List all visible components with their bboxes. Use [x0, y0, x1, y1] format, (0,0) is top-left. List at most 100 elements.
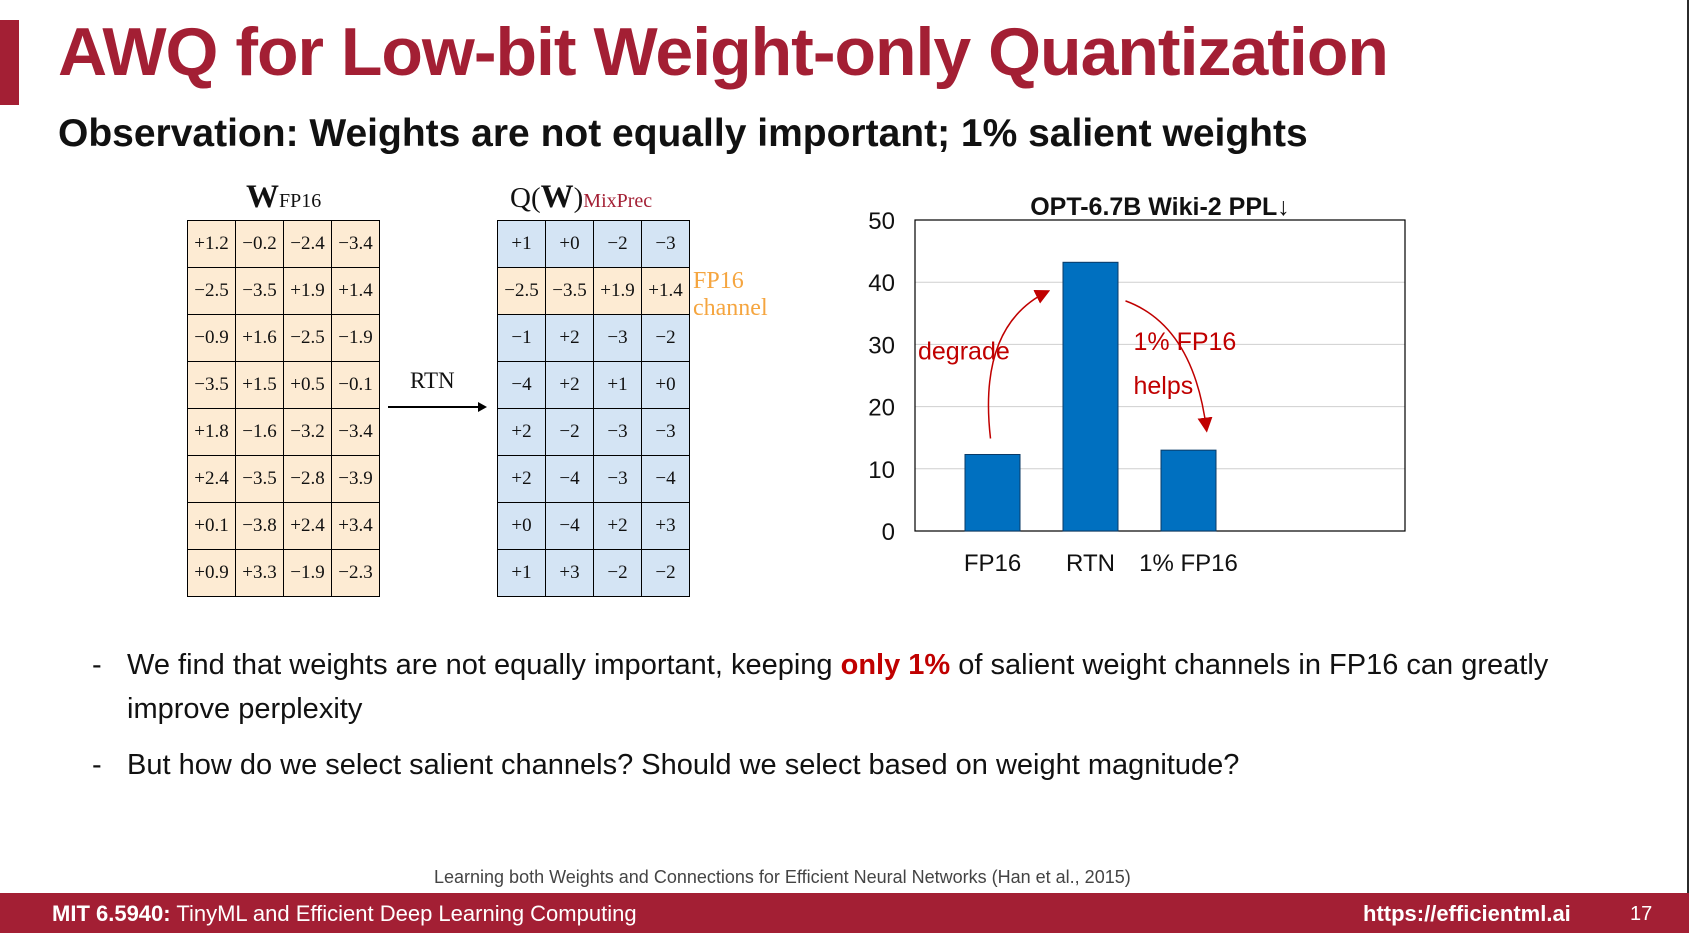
- weight-matrix-cell: −1.9: [331, 314, 380, 362]
- slide-title: AWQ for Low-bit Weight-only Quantization: [58, 14, 1389, 90]
- bar-fp16: [964, 453, 1021, 532]
- plot-frame: [914, 219, 1406, 532]
- y-tick-label: 0: [882, 519, 895, 546]
- quant-matrix-cell: +1: [497, 220, 546, 268]
- weight-matrix-cell: +1.6: [235, 314, 284, 362]
- weight-matrix-cell: −3.2: [283, 408, 332, 456]
- bar-rtn: [1062, 261, 1119, 532]
- y-tick-label: 40: [868, 270, 895, 297]
- weight-matrix-cell: +0.5: [283, 361, 332, 409]
- quant-matrix-cell: −3: [593, 314, 642, 362]
- bullet-text-highlight: only 1%: [840, 649, 951, 681]
- x-tick-label: RTN: [1066, 550, 1115, 577]
- weight-matrix-cell: −2.5: [187, 267, 236, 315]
- ppl-bar-chart: 0 10 20 30 40 50 FP16 RTN 1% FP16 OPT-6.7B Wiki-2…: [868, 193, 1406, 577]
- quant-matrix-label-prefix: Q(: [510, 182, 541, 214]
- quant-matrix-cell: −4: [497, 361, 546, 409]
- weight-matrix-row: +1.8 −1.6 −3.2 −3.4: [187, 408, 380, 456]
- quant-matrix-row: +0 −4 +2 +3: [497, 502, 690, 550]
- title-accent-bar: [0, 20, 19, 105]
- quant-matrix-label-main: W: [540, 179, 574, 215]
- quant-matrix-row: +1 +3 −2 −2: [497, 549, 690, 597]
- weight-matrix-label-main: W: [246, 179, 279, 215]
- quant-matrix-cell: −4: [641, 455, 690, 503]
- weight-matrix-cell: −3.9: [331, 455, 380, 503]
- quant-matrix-cell: −3.5: [545, 267, 594, 315]
- weight-matrix-row: −3.5 +1.5 +0.5 −0.1: [187, 361, 380, 409]
- weight-matrix-row: +0.1 −3.8 +2.4 +3.4: [187, 502, 380, 550]
- weight-matrix-cell: +0.1: [187, 502, 236, 550]
- quant-matrix-cell: −2: [641, 314, 690, 362]
- bullet-list: - We find that weights are not equally im…: [92, 643, 1652, 799]
- weight-matrix-cell: −0.2: [235, 220, 284, 268]
- quant-matrix-cell: −4: [545, 455, 594, 503]
- weight-matrix-cell: +3.3: [235, 549, 284, 597]
- chart-title: OPT-6.7B Wiki-2 PPL↓: [1030, 193, 1290, 221]
- rtn-label: RTN: [410, 368, 455, 393]
- quant-matrix-cell: +3: [545, 549, 594, 597]
- quant-matrix-cell: −3: [641, 220, 690, 268]
- weight-matrix-cell: −3.5: [187, 361, 236, 409]
- weight-matrix-cell: −1.6: [235, 408, 284, 456]
- weight-matrix-cell: +2.4: [187, 455, 236, 503]
- quant-matrix-cell: +1: [593, 361, 642, 409]
- quant-matrix-cell: −4: [545, 502, 594, 550]
- quant-matrix: +1 +0 −2 −3 −2.5 −3.5 +1.9 +1.4 −1 +2 −3 −2 −4 +2 +1 +0…: [497, 220, 690, 597]
- quant-matrix-row: +2 −4 −3 −4: [497, 455, 690, 503]
- helps-arrow-icon: [1125, 300, 1213, 433]
- slide-subtitle: Observation: Weights are not equally imp…: [58, 112, 1308, 155]
- degrade-annotation: degrade: [918, 337, 1010, 365]
- quant-matrix-row: −4 +2 +1 +0: [497, 361, 690, 409]
- quant-matrix-label: Q(W)MixPrec: [510, 181, 652, 214]
- weight-matrix-cell: −3.5: [235, 455, 284, 503]
- quant-matrix-cell: +2: [497, 455, 546, 503]
- quant-matrix-row: −1 +2 −3 −2: [497, 314, 690, 362]
- weight-matrix-label: WFP16: [246, 181, 321, 214]
- weight-matrix: +1.2 −0.2 −2.4 −3.4 −2.5 −3.5 +1.9 +1.4 −0.9 +1.6…: [187, 220, 380, 597]
- weight-matrix-row: +2.4 −3.5 −2.8 −3.9: [187, 455, 380, 503]
- weight-matrix-cell: +1.2: [187, 220, 236, 268]
- helps-annotation-line2: helps: [1134, 372, 1194, 400]
- x-tick-label: FP16: [964, 550, 1021, 577]
- quant-matrix-cell: +0: [497, 502, 546, 550]
- quant-matrix-label-suffix: ): [573, 182, 584, 214]
- fp16-channel-label-line1: FP16: [693, 268, 744, 294]
- quant-matrix-cell: −3: [593, 455, 642, 503]
- quant-matrix-cell: −2: [593, 220, 642, 268]
- weight-matrix-cell: −0.9: [187, 314, 236, 362]
- weight-matrix-cell: +1.8: [187, 408, 236, 456]
- helps-annotation-line1: 1% FP16: [1134, 328, 1237, 356]
- rtn-arrow-icon: [388, 402, 487, 412]
- quant-matrix-row: +2 −2 −3 −3: [497, 408, 690, 456]
- quant-matrix-cell: +2: [545, 361, 594, 409]
- footer-url-link[interactable]: https://efficientml.ai: [1363, 901, 1571, 926]
- quant-matrix-cell: −1: [497, 314, 546, 362]
- bar-1-fp16: [1160, 449, 1217, 532]
- page-number: 17: [1630, 903, 1653, 925]
- fp16-channel-label: FP16 channel: [693, 268, 768, 322]
- y-tick-label: 50: [868, 208, 895, 235]
- citation: Learning both Weights and Connections fo…: [434, 867, 1131, 887]
- weight-matrix-row: −0.9 +1.6 −2.5 −1.9: [187, 314, 380, 362]
- quant-matrix-label-sub: MixPrec: [583, 190, 653, 212]
- quant-matrix-cell: −3: [641, 408, 690, 456]
- quant-matrix-cell: +2: [545, 314, 594, 362]
- weight-matrix-cell: +1.9: [283, 267, 332, 315]
- weight-matrix-row: +0.9 +3.3 −1.9 −2.3: [187, 549, 380, 597]
- bullet-item: - But how do we select salient channels? …: [92, 743, 1652, 787]
- bullet-marker: -: [92, 649, 102, 681]
- footer-course-code: MIT 6.5940:: [52, 901, 171, 926]
- bullet-text-before: But how do we select salient channels? S…: [127, 749, 1240, 781]
- weight-matrix-label-sub: FP16: [279, 190, 322, 212]
- bullet-marker: -: [92, 749, 102, 781]
- quant-matrix-cell: +0: [641, 361, 690, 409]
- quant-matrix-cell: −2: [641, 549, 690, 597]
- weight-matrix-cell: −2.3: [331, 549, 380, 597]
- quant-matrix-cell: −3: [593, 408, 642, 456]
- quant-matrix-cell: +3: [641, 502, 690, 550]
- quant-matrix-row: +1 +0 −2 −3: [497, 220, 690, 268]
- weight-matrix-cell: +2.4: [283, 502, 332, 550]
- quant-matrix-row: −2.5 −3.5 +1.9 +1.4: [497, 267, 690, 315]
- weight-matrix-cell: −0.1: [331, 361, 380, 409]
- weight-matrix-cell: −3.4: [331, 408, 380, 456]
